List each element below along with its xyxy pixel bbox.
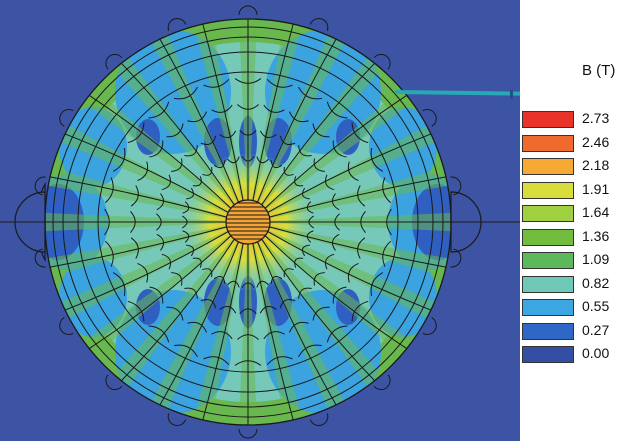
legend-swatch <box>522 205 574 222</box>
legend-swatch <box>522 275 574 293</box>
legend-label: 1.09 <box>582 251 610 267</box>
legend-entry: 1.64 <box>522 202 622 226</box>
legend-label: 0.82 <box>582 274 610 291</box>
legend-entry: 0.55 <box>522 296 622 320</box>
legend-label: 2.18 <box>582 157 610 173</box>
legend-entry: 2.18 <box>522 155 622 179</box>
legend-swatch <box>522 322 574 340</box>
legend-swatch <box>522 252 574 269</box>
legend-label: 2.73 <box>582 110 610 126</box>
legend-entry: 2.46 <box>522 132 622 156</box>
color-legend: 2.73 2.46 2.18 1.91 1.64 1.36 1.09 0.82 0.55 0.27… <box>522 108 622 367</box>
legend-entry: 1.36 <box>522 226 622 250</box>
legend-entry: 0.27 <box>522 320 622 344</box>
legend-label: 1.64 <box>582 204 610 220</box>
legend-label: 0.00 <box>582 345 610 361</box>
legend-title: B (T) <box>582 62 616 79</box>
legend-label: 1.36 <box>582 227 610 244</box>
legend-entry: 0.82 <box>522 273 622 297</box>
legend-entry: 1.09 <box>522 249 622 273</box>
legend-label: 1.91 <box>582 180 610 197</box>
legend-swatch <box>522 228 574 246</box>
legend-swatch <box>522 158 574 175</box>
legend-entry: 1.91 <box>522 179 622 203</box>
legend-swatch <box>522 181 574 199</box>
legend-swatch <box>522 346 574 363</box>
legend-label: 2.46 <box>582 133 610 150</box>
legend-swatch <box>522 111 574 128</box>
central-core <box>225 199 271 245</box>
legend-label: 0.55 <box>582 298 610 314</box>
legend-swatch <box>522 134 574 152</box>
contour-disc <box>45 19 451 425</box>
legend-entry: 0.00 <box>522 343 622 367</box>
legend-entry: 2.73 <box>522 108 622 132</box>
legend-swatch <box>522 299 574 316</box>
outer-notches <box>34 5 462 439</box>
legend-label: 0.27 <box>582 321 610 338</box>
